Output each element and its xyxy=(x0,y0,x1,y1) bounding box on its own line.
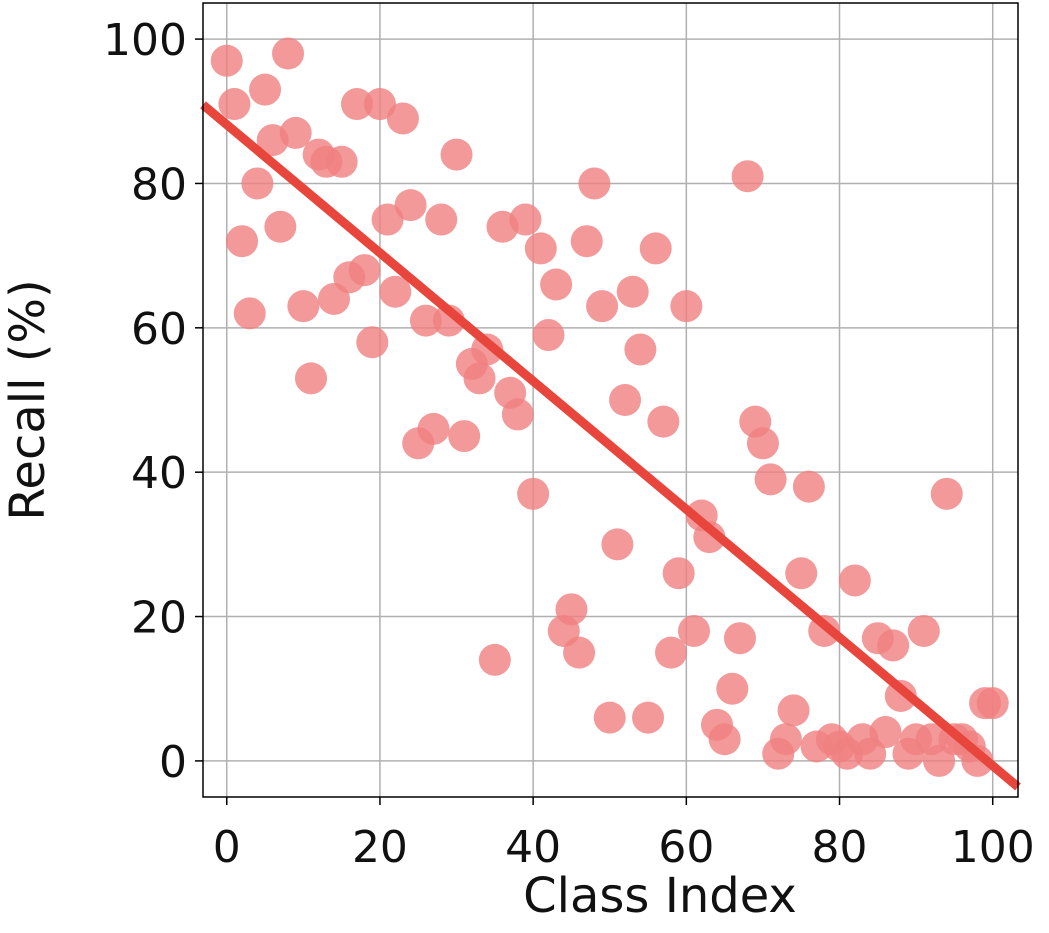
point xyxy=(233,297,266,330)
point xyxy=(731,160,764,193)
point xyxy=(226,225,259,258)
point xyxy=(356,326,389,359)
point xyxy=(570,225,603,258)
x-tick-label: 100 xyxy=(951,822,1035,873)
point xyxy=(670,290,703,323)
point xyxy=(869,716,902,749)
point xyxy=(708,723,741,756)
point xyxy=(555,593,588,626)
point xyxy=(325,145,358,178)
point xyxy=(440,138,473,171)
point xyxy=(976,687,1009,720)
y-axis-label: Recall (%) xyxy=(0,279,56,521)
point xyxy=(647,405,680,438)
x-tick-label: 0 xyxy=(213,822,241,873)
y-tick-label: 80 xyxy=(131,159,187,210)
point xyxy=(632,701,665,734)
point xyxy=(279,116,312,149)
point xyxy=(478,643,511,676)
point xyxy=(348,254,381,287)
point xyxy=(662,557,695,590)
point xyxy=(624,333,657,366)
point xyxy=(616,275,649,308)
point xyxy=(792,470,825,503)
point xyxy=(371,203,404,236)
point xyxy=(693,521,726,554)
point xyxy=(877,629,910,662)
y-tick-label: 60 xyxy=(131,304,187,355)
y-tick-label: 100 xyxy=(103,15,187,66)
point xyxy=(287,290,320,323)
point xyxy=(655,636,688,669)
point xyxy=(363,88,396,121)
point xyxy=(586,290,619,323)
point xyxy=(677,614,710,647)
point xyxy=(639,232,672,265)
y-tick-label: 40 xyxy=(131,448,187,499)
y-tick-label: 0 xyxy=(159,737,187,788)
point xyxy=(930,477,963,510)
point xyxy=(509,203,542,236)
trend-line xyxy=(200,101,1021,791)
point xyxy=(754,463,787,496)
y-tick-label: 20 xyxy=(131,593,187,644)
point xyxy=(524,232,557,265)
point xyxy=(241,167,274,200)
point xyxy=(218,88,251,121)
point xyxy=(532,319,565,352)
point xyxy=(578,167,611,200)
point xyxy=(210,44,243,77)
x-tick-label: 80 xyxy=(812,822,868,873)
point xyxy=(838,564,871,597)
point xyxy=(295,362,328,395)
point xyxy=(272,37,305,70)
point xyxy=(340,88,373,121)
point xyxy=(540,268,573,301)
point xyxy=(609,384,642,416)
point xyxy=(907,614,940,647)
point xyxy=(501,398,534,431)
point xyxy=(417,412,450,445)
point xyxy=(379,275,412,308)
point xyxy=(746,427,779,460)
x-axis-label: Class Index xyxy=(523,868,797,924)
point xyxy=(448,420,481,453)
plot-frame xyxy=(202,2,1019,798)
point xyxy=(563,636,596,669)
point xyxy=(463,362,496,395)
point xyxy=(517,477,550,510)
point xyxy=(777,694,810,727)
point xyxy=(394,189,427,222)
point xyxy=(961,744,994,777)
point xyxy=(716,672,749,705)
point xyxy=(769,723,802,756)
x-tick-label: 60 xyxy=(658,822,714,873)
point xyxy=(601,528,634,561)
x-tick-label: 40 xyxy=(505,822,561,873)
point xyxy=(425,203,458,236)
point xyxy=(249,73,282,106)
point xyxy=(386,102,419,135)
point xyxy=(264,210,297,243)
point xyxy=(593,701,626,734)
point xyxy=(409,304,442,337)
x-tick-label: 20 xyxy=(352,822,408,873)
point xyxy=(785,557,818,590)
point xyxy=(723,622,756,655)
